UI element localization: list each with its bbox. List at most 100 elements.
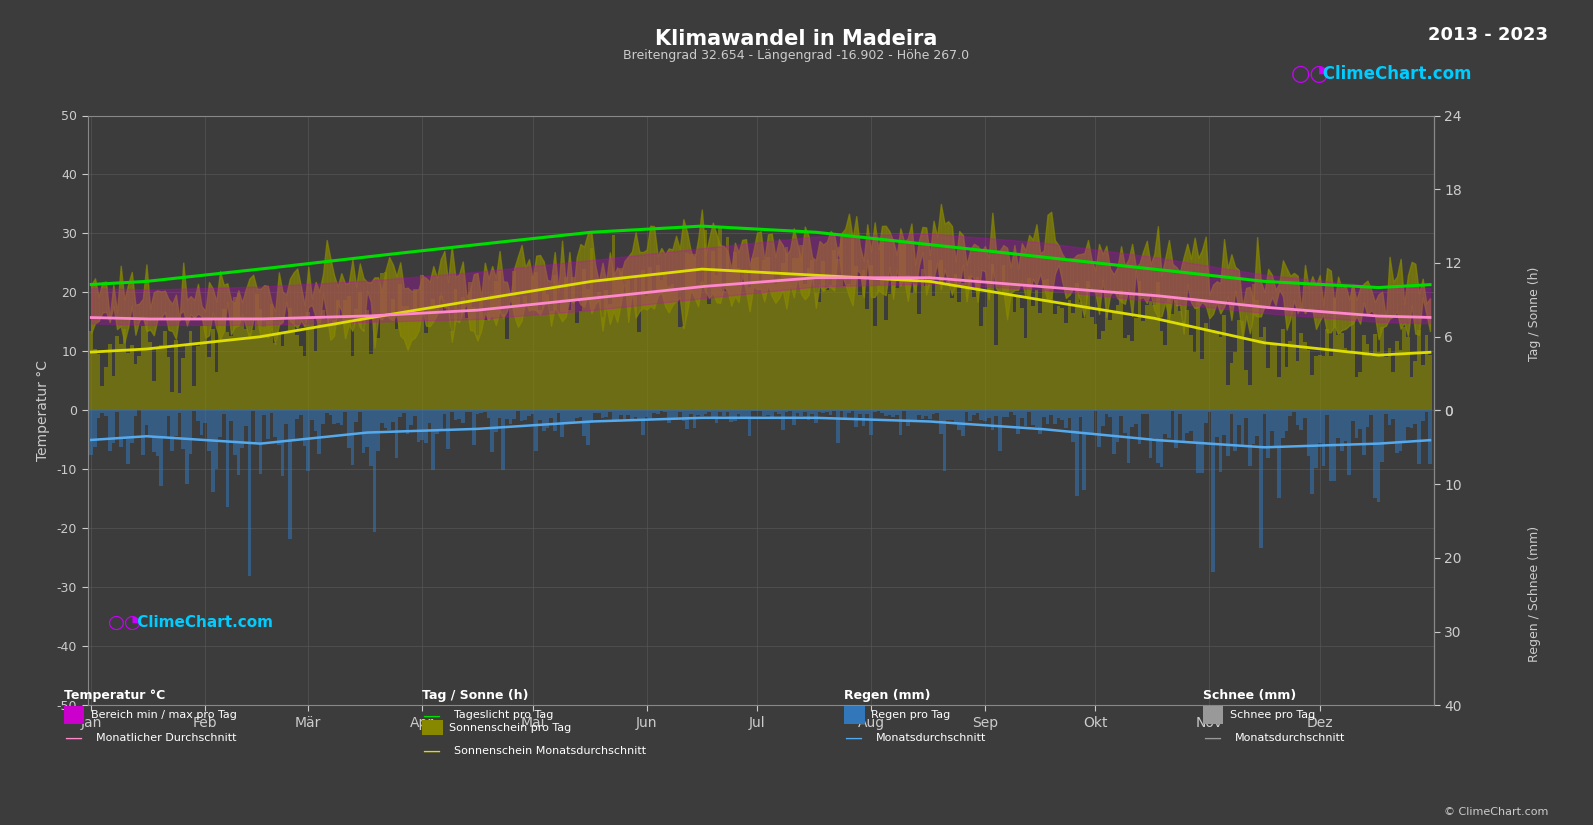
Bar [718,227,722,411]
Bar [538,411,542,420]
Bar [97,354,100,411]
Bar [148,342,151,411]
Bar [859,295,862,411]
Bar [902,242,906,411]
Bar [182,411,185,449]
Bar [255,294,258,411]
Bar [295,335,299,411]
Bar [97,411,100,418]
Bar [1056,411,1061,418]
Bar [131,345,134,411]
Bar [269,304,274,411]
Bar [134,411,137,416]
Bar [1078,303,1083,411]
Bar [303,411,306,446]
Bar [1244,411,1247,417]
Bar [1241,411,1244,446]
Bar [1410,411,1413,428]
Bar [241,317,244,411]
Bar [726,411,730,412]
Bar [609,304,612,411]
Bar [811,411,814,414]
Bar [513,411,516,419]
Bar [795,411,800,412]
Bar [986,293,991,411]
Bar [1141,321,1145,411]
Bar [715,276,718,411]
Bar [1281,411,1284,438]
Bar [502,411,505,469]
Bar [929,260,932,411]
Bar [921,411,924,419]
Bar [1384,411,1388,413]
Bar [241,411,244,447]
Bar [376,338,381,411]
Bar [699,281,704,411]
Bar [833,251,836,411]
Bar [1429,355,1432,411]
Bar [1083,318,1086,411]
Bar [1090,317,1093,411]
Bar [199,411,204,435]
Bar [781,411,785,430]
Bar [424,333,429,411]
Bar [1359,411,1362,429]
Bar [1270,411,1274,431]
Bar [921,269,924,411]
Bar [505,339,508,411]
Bar [527,308,530,411]
Bar [1196,303,1200,411]
Text: Monatsdurchschnitt: Monatsdurchschnitt [1235,733,1344,742]
Bar [943,285,946,411]
Bar [1340,411,1343,451]
Bar [336,300,339,411]
Bar [1348,411,1351,475]
Bar [631,411,634,419]
Bar [100,386,104,411]
Bar [1042,280,1045,411]
Bar [884,411,887,417]
Bar [502,314,505,411]
Bar [226,332,229,411]
Text: Temperatur °C: Temperatur °C [64,689,166,702]
Bar [398,284,401,411]
Bar [637,411,640,421]
Bar [550,411,553,418]
Bar [1072,411,1075,441]
Bar [530,411,535,414]
Bar [895,411,898,416]
Bar [148,411,151,437]
Bar [244,411,247,427]
Bar [663,411,667,412]
Bar [615,276,620,411]
Bar [961,411,965,436]
Bar [969,411,972,422]
Bar [303,356,306,411]
Bar [370,354,373,411]
Bar [258,411,263,474]
Bar [910,293,913,411]
Bar [924,286,929,411]
Bar [1149,300,1152,411]
Bar [1295,361,1300,411]
Bar [237,294,241,411]
Bar [1278,411,1281,498]
Bar [994,411,997,416]
Bar [1365,344,1370,411]
Bar [1306,350,1311,411]
Bar [285,411,288,424]
Bar [1200,359,1204,411]
Bar [910,411,913,421]
Bar [862,411,865,427]
Bar [946,280,949,411]
Bar [1016,295,1020,411]
Bar [167,411,170,416]
Bar [1227,411,1230,455]
Bar [229,411,233,421]
Bar [1418,411,1421,464]
Bar [652,292,656,411]
Bar [406,306,409,411]
Bar [1274,344,1278,411]
Bar [814,411,817,423]
Text: —: — [1203,728,1220,747]
